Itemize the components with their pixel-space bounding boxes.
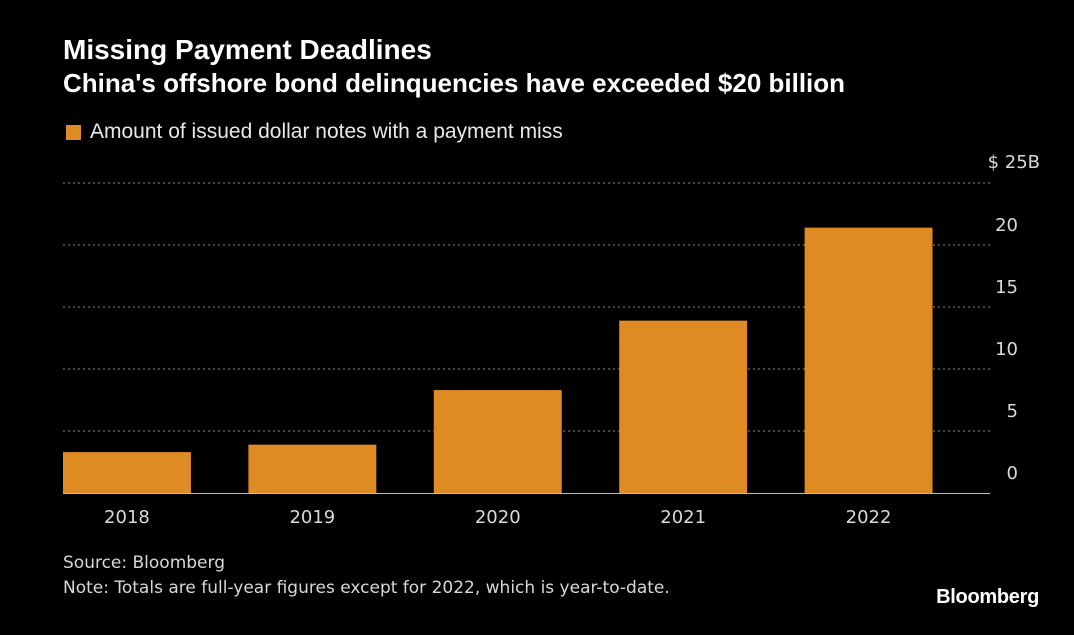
chart-title: Missing Payment Deadlines [63,34,432,65]
bars [63,227,933,493]
y-tick-label: 5 [1007,401,1018,422]
bloomberg-logo: Bloomberg [936,586,1039,608]
bar-2019 [248,444,377,493]
y-tick-label: 10 [995,339,1018,360]
x-tick-label: 2020 [475,507,521,528]
bar-2020 [433,390,562,493]
legend-swatch [66,124,81,140]
y-tick-label: 20 [995,215,1018,236]
y-axis: 0 5 10 15 20 $ 25B [988,152,1040,484]
y-tick-label: 15 [995,277,1018,298]
footnote: Note: Totals are full-year figures excep… [63,578,670,598]
x-tick-label: 2022 [846,507,892,528]
x-tick-label: 2019 [289,507,335,528]
chart-subtitle: China's offshore bond delinquencies have… [63,68,846,98]
bar-2021 [619,320,748,493]
x-axis-labels: 2018 2019 2020 2021 2022 [104,507,891,528]
x-tick-label: 2018 [104,507,150,528]
x-tick-label: 2021 [660,507,706,528]
bar-2022 [804,227,933,493]
legend-label: Amount of issued dollar notes with a pay… [90,120,563,143]
y-tick-label: $ 25B [988,152,1040,173]
legend: Amount of issued dollar notes with a pay… [66,120,563,144]
source-note: Source: Bloomberg [63,553,225,573]
bar-2018 [63,452,191,493]
y-tick-label: 0 [1007,463,1018,484]
